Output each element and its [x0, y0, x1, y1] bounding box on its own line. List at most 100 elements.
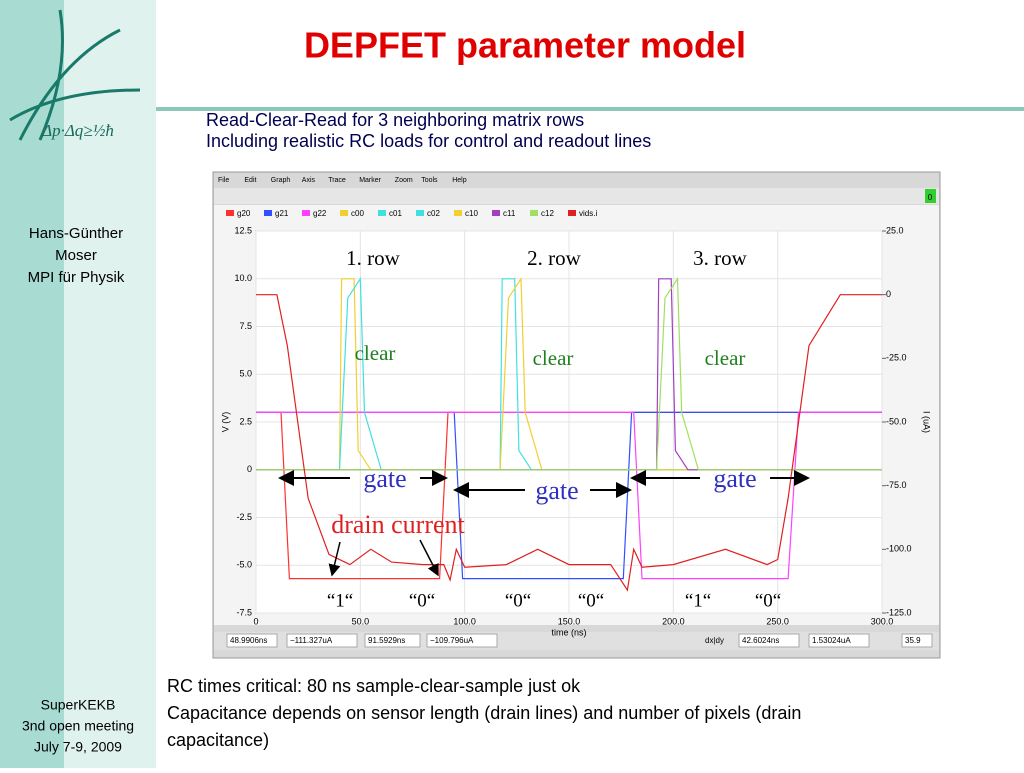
status-field [226, 633, 278, 648]
y2-tick-label: 25.0 [886, 225, 904, 235]
menu-item[interactable]: Graph [271, 177, 291, 184]
event: 3nd open meeting [22, 718, 134, 734]
legend-label: g20 [237, 209, 251, 218]
x-tick-label: 50.0 [352, 616, 370, 626]
status-field [738, 633, 800, 648]
legend-swatch [416, 210, 424, 216]
menu-item[interactable]: Help [452, 177, 467, 184]
y-tick-label: -5.0 [236, 560, 252, 570]
legend-label: c02 [427, 209, 440, 218]
legend-label: g22 [313, 209, 327, 218]
author: Moser [55, 247, 97, 264]
author: MPI für Physik [28, 269, 125, 286]
legend-label: c10 [465, 209, 478, 218]
corner-label: 0 [928, 193, 933, 202]
logo [9, 9, 141, 141]
legend-swatch [530, 210, 538, 216]
menu-item[interactable]: Marker [359, 177, 381, 184]
legend-swatch [340, 210, 348, 216]
annotation: clear [355, 341, 396, 365]
status-field [426, 633, 498, 648]
slide-title: DEPFET parameter model [304, 25, 746, 66]
header-rule [156, 107, 1024, 111]
annotation: “1“ [327, 590, 353, 611]
note: RC times critical: 80 ns sample-clear-sa… [167, 676, 581, 696]
y2-tick-label: 0 [886, 289, 891, 299]
status-value: 42.6024ns [742, 636, 779, 645]
note: Capacitance depends on sensor length (dr… [167, 703, 801, 723]
y-tick-label: 12.5 [234, 225, 252, 235]
legend-swatch [226, 210, 234, 216]
annotation: gate [713, 464, 756, 493]
y-tick-label: 10.0 [234, 273, 252, 283]
corner-box [925, 189, 936, 203]
x-tick-label: 300.0 [871, 616, 894, 626]
annotation: drain current [331, 510, 465, 539]
menu-item[interactable]: Tools [421, 177, 438, 184]
legend-swatch [378, 210, 386, 216]
legend-swatch [264, 210, 272, 216]
legend-label: c01 [389, 209, 402, 218]
annotation: “0“ [409, 590, 435, 611]
legend-label: c11 [503, 209, 516, 218]
y-tick-label: 7.5 [239, 321, 252, 331]
status-field [364, 633, 421, 648]
toolbar [214, 188, 939, 204]
arrow [419, 539, 439, 577]
logo-formula: Δp·Δq≥½ħ [41, 121, 114, 140]
arrow [328, 541, 341, 577]
subtitle: Including realistic RC loads for control… [206, 131, 651, 151]
series-line [256, 276, 882, 471]
menu-item[interactable]: Trace [328, 177, 346, 184]
menu-item[interactable]: Edit [244, 177, 256, 184]
y-tick-label: 5.0 [239, 369, 252, 379]
annotation: 1. row [346, 246, 400, 270]
y-tick-label: -7.5 [236, 607, 252, 617]
y2-tick-label: -125.0 [886, 607, 912, 617]
status-field [901, 633, 933, 648]
legend-label: g21 [275, 209, 289, 218]
series-line [256, 411, 882, 580]
annotation: 3. row [693, 246, 747, 270]
legend-swatch [302, 210, 310, 216]
menu-item[interactable]: File [218, 177, 229, 184]
y-axis-label: V (V) [220, 412, 230, 433]
subtitle: Read-Clear-Read for 3 neighboring matrix… [206, 110, 584, 130]
y-tick-label: 0 [247, 464, 252, 474]
legend-label: vids.i [579, 209, 597, 218]
annotation: “0“ [755, 590, 781, 611]
y2-tick-label: -50.0 [886, 416, 907, 426]
y2-tick-label: -25.0 [886, 353, 907, 363]
x-tick-label: 0 [253, 616, 258, 626]
x-tick-label: 250.0 [766, 616, 789, 626]
legend-label: c12 [541, 209, 554, 218]
status-field [286, 633, 358, 648]
event: SuperKEKB [41, 697, 116, 713]
author: Hans-Günther [29, 225, 123, 242]
y-tick-label: 2.5 [239, 416, 252, 426]
legend-swatch [568, 210, 576, 216]
x-tick-label: 150.0 [558, 616, 581, 626]
legend-swatch [454, 210, 462, 216]
legend-swatch [492, 210, 500, 216]
annotation: gate [363, 464, 406, 493]
menu-item[interactable]: Axis [302, 177, 316, 184]
annotation: gate [535, 476, 578, 505]
x-tick-label: 200.0 [662, 616, 685, 626]
status-value: 1.53024uA [812, 636, 851, 645]
status-value: −109.796uA [430, 636, 474, 645]
series-line [256, 294, 882, 592]
menu-item[interactable]: Zoom [395, 177, 413, 184]
status-value: −111.327uA [290, 636, 333, 645]
sidebar [0, 0, 64, 768]
status-value: 91.5929ns [368, 636, 405, 645]
x-tick-label: 100.0 [453, 616, 476, 626]
annotation: clear [705, 346, 746, 370]
status-value: 48.9906ns [230, 636, 267, 645]
legend-label: c00 [351, 209, 364, 218]
note: capacitance) [167, 730, 269, 750]
annotation: clear [533, 346, 574, 370]
annotation: 2. row [527, 246, 581, 270]
